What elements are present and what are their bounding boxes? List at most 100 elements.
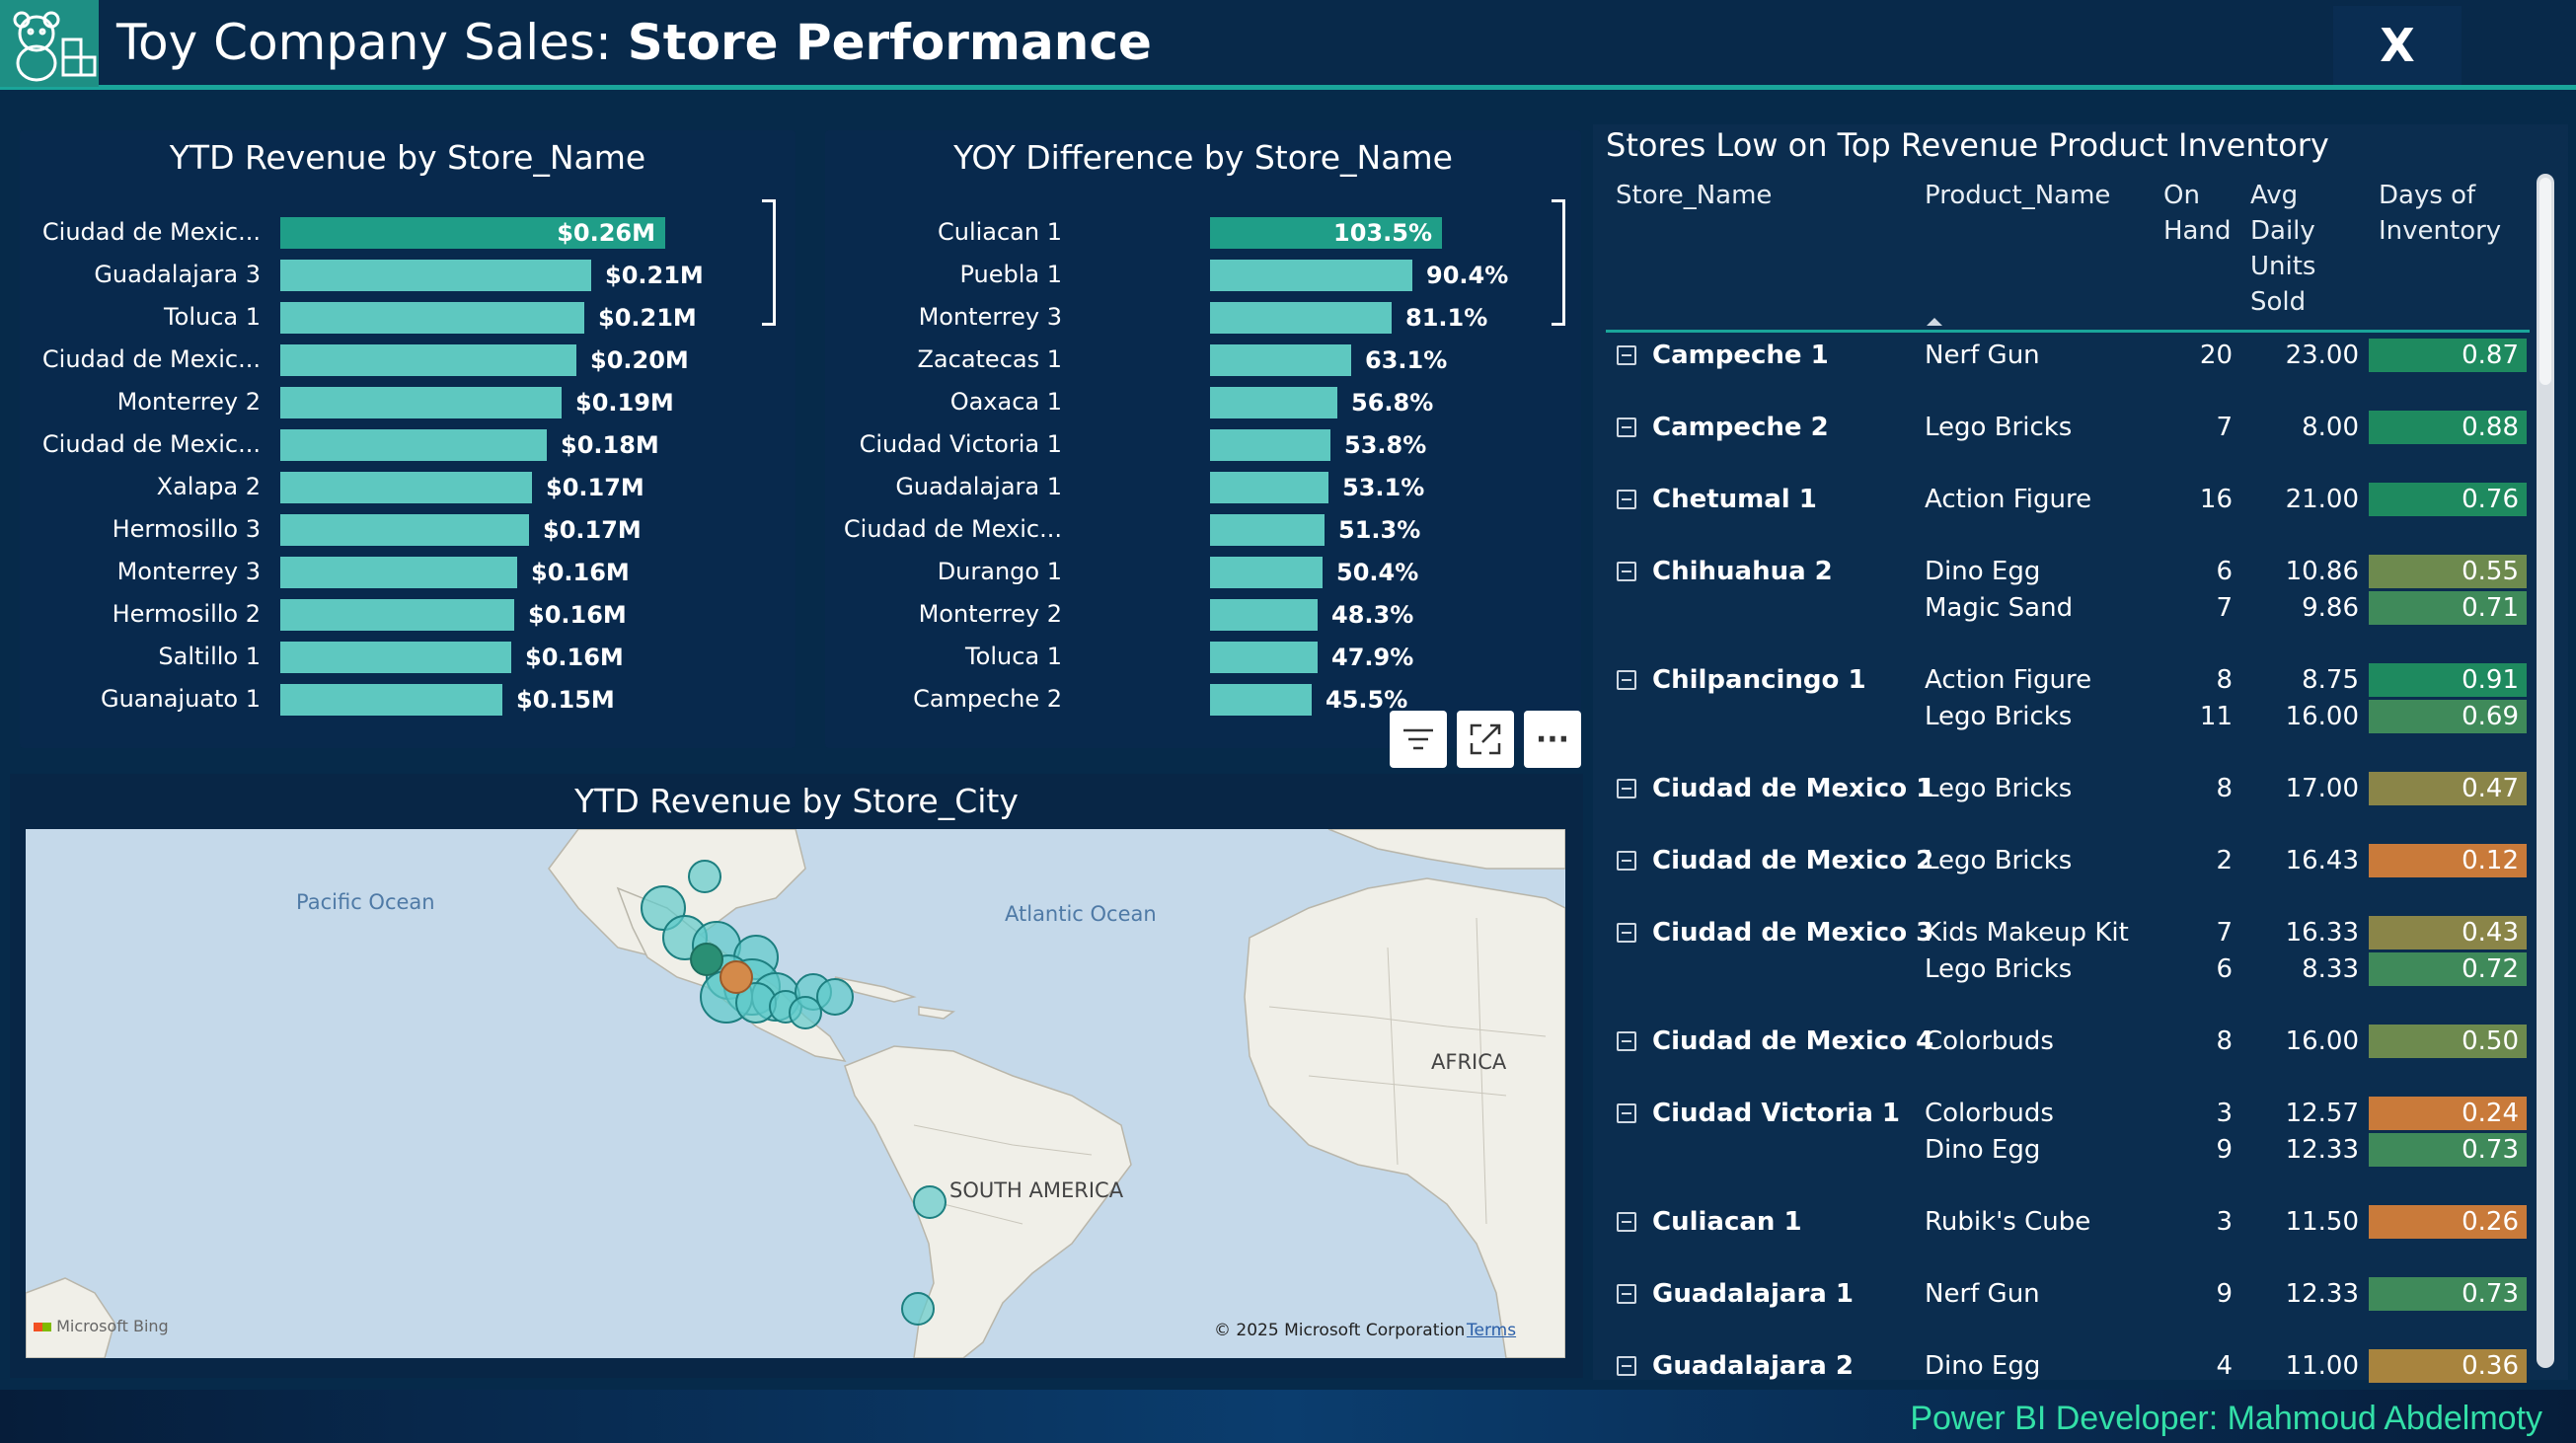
table-scrollbar-track[interactable] (2537, 174, 2554, 1368)
ytd-revenue-bar-label: Ciudad de Mexic... (41, 345, 261, 373)
yoy-difference-bar[interactable] (1210, 514, 1325, 546)
yoy-difference-data-label: 63.1% (1365, 346, 1448, 374)
yoy-difference-bar[interactable] (1210, 217, 1442, 249)
ytd-revenue-bar[interactable] (280, 387, 562, 418)
yoy-difference-bar[interactable] (1210, 642, 1318, 673)
table-avg-daily: 16.00 (2285, 702, 2359, 731)
table-avg-daily: 16.00 (2285, 1026, 2359, 1056)
yoy-difference-bar[interactable] (1210, 684, 1312, 716)
table-product-name: Nerf Gun (1925, 1279, 2040, 1309)
collapse-row-icon[interactable] (1617, 345, 1636, 365)
collapse-row-icon[interactable] (1617, 779, 1636, 798)
yoy-difference-bar-label: Toluca 1 (965, 643, 1062, 670)
ytd-revenue-bar[interactable] (280, 302, 584, 334)
table-avg-daily: 12.33 (2285, 1279, 2359, 1309)
ytd-revenue-data-label: $0.19M (575, 389, 674, 417)
page-title: Toy Company Sales: Store Performance (116, 10, 1152, 75)
table-store-name: Ciudad de Mexico 2 (1652, 846, 1934, 875)
table-product-name: Lego Bricks (1925, 702, 2073, 731)
table-on-hand: 8 (2216, 665, 2233, 695)
collapse-row-icon[interactable] (1617, 851, 1636, 871)
collapse-row-icon[interactable] (1617, 1103, 1636, 1123)
yoy-difference-bar[interactable] (1210, 472, 1328, 503)
yoy-difference-bar[interactable] (1210, 302, 1392, 334)
close-button-background (2333, 6, 2462, 85)
table-days-inventory: 0.69 (2369, 700, 2527, 733)
yoy-difference-data-label: 81.1% (1405, 304, 1488, 332)
more-options-button[interactable]: ··· (1524, 711, 1581, 768)
table-on-hand: 3 (2216, 1099, 2233, 1128)
ytd-revenue-bar[interactable] (280, 599, 514, 631)
yoy-difference-data-label: 56.8% (1351, 389, 1434, 417)
header-days-inventory[interactable]: Days of Inventory (2379, 181, 2502, 246)
yoy-difference-bar[interactable] (1210, 557, 1323, 588)
ytd-revenue-bar[interactable] (280, 429, 547, 461)
ytd-chart-scrollbar[interactable] (762, 199, 776, 326)
ytd-revenue-bar-label: Guanajuato 1 (100, 685, 261, 713)
yoy-difference-bar[interactable] (1210, 387, 1337, 418)
collapse-row-icon[interactable] (1617, 670, 1636, 690)
table-days-inventory: 0.24 (2369, 1097, 2527, 1130)
table-store-name: Chilpancingo 1 (1652, 665, 1866, 695)
collapse-row-icon[interactable] (1617, 1212, 1636, 1232)
map-canvas[interactable]: Pacific Ocean Atlantic Ocean AFRICA SOUT… (26, 829, 1565, 1358)
header-store-name[interactable]: Store_Name (1616, 181, 1773, 210)
collapse-row-icon[interactable] (1617, 1031, 1636, 1051)
yoy-difference-bar[interactable] (1210, 260, 1412, 291)
table-days-inventory: 0.88 (2369, 411, 2527, 444)
yoy-difference-data-label: 50.4% (1336, 559, 1419, 586)
ytd-revenue-bar[interactable] (280, 472, 532, 503)
table-store-name: Ciudad de Mexico 4 (1652, 1026, 1934, 1056)
collapse-row-icon[interactable] (1617, 490, 1636, 509)
focus-mode-button[interactable] (1457, 711, 1514, 768)
ytd-revenue-data-label: $0.16M (531, 559, 630, 586)
table-days-inventory: 0.73 (2369, 1133, 2527, 1167)
yoy-difference-bar[interactable] (1210, 344, 1351, 376)
table-days-inventory: 0.50 (2369, 1025, 2527, 1058)
table-store-name: Chetumal 1 (1652, 485, 1817, 514)
ytd-revenue-bar-label: Hermosillo 3 (112, 515, 261, 543)
table-days-inventory: 0.36 (2369, 1349, 2527, 1383)
table-avg-daily: 8.00 (2302, 413, 2359, 442)
ytd-revenue-data-label: $0.16M (525, 644, 624, 671)
ytd-revenue-bar[interactable] (280, 217, 665, 249)
yoy-difference-bar[interactable] (1210, 599, 1318, 631)
ytd-revenue-bar[interactable] (280, 642, 511, 673)
ytd-revenue-bar[interactable] (280, 344, 576, 376)
close-button[interactable]: X (2380, 19, 2415, 72)
header-on-hand[interactable]: On Hand (2163, 181, 2232, 246)
yoy-chart-scrollbar[interactable] (1552, 199, 1565, 326)
collapse-row-icon[interactable] (1617, 1284, 1636, 1304)
table-days-inventory: 0.26 (2369, 1205, 2527, 1239)
table-scrollbar-thumb[interactable] (2539, 178, 2551, 385)
table-on-hand: 7 (2216, 593, 2233, 623)
filter-button[interactable] (1390, 711, 1447, 768)
logo (0, 0, 99, 87)
table-on-hand: 7 (2216, 918, 2233, 948)
ytd-revenue-bar[interactable] (280, 514, 529, 546)
table-product-name: Action Figure (1925, 485, 2092, 514)
map-land-shapes (26, 829, 1565, 1358)
collapse-row-icon[interactable] (1617, 562, 1636, 581)
header-product-name[interactable]: Product_Name (1925, 181, 2111, 210)
yoy-difference-bar[interactable] (1210, 429, 1330, 461)
collapse-row-icon[interactable] (1617, 1356, 1636, 1376)
table-header-divider (1606, 330, 2530, 333)
ytd-revenue-bar[interactable] (280, 684, 502, 716)
yoy-difference-data-label: 51.3% (1338, 516, 1421, 544)
collapse-row-icon[interactable] (1617, 923, 1636, 943)
collapse-row-icon[interactable] (1617, 418, 1636, 437)
header-avg-daily-units[interactable]: Avg Daily Units Sold (2250, 181, 2316, 317)
ytd-revenue-bar[interactable] (280, 557, 517, 588)
map-terms-link[interactable]: Terms (1467, 1321, 1517, 1340)
table-avg-daily: 11.00 (2285, 1351, 2359, 1381)
table-on-hand: 3 (2216, 1207, 2233, 1237)
yoy-difference-store-panel[interactable]: YOY Difference by Store_Name (825, 130, 1581, 748)
ytd-revenue-bar[interactable] (280, 260, 591, 291)
ytd-revenue-data-label: $0.17M (546, 474, 644, 501)
table-avg-daily: 23.00 (2285, 341, 2359, 370)
table-on-hand: 11 (2199, 702, 2233, 731)
table-store-name: Culiacan 1 (1652, 1207, 1802, 1237)
table-store-name: Ciudad de Mexico 1 (1652, 774, 1934, 803)
table-product-name: Dino Egg (1925, 557, 2041, 586)
